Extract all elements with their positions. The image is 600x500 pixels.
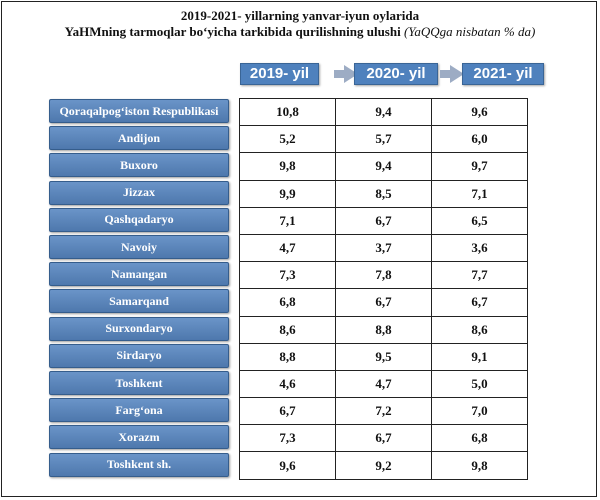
table-cell: 9,4 [335,152,432,181]
table-cell: 6,7 [335,206,432,235]
table-row: 7,1 6,7 6,5 [239,206,528,235]
chart-title-unit: (YaQQga nisbatan % da) [403,24,536,39]
table-row: 9,6 9,2 9,8 [239,451,528,480]
table-row: 8,6 8,8 8,6 [239,315,528,344]
table-cell: 8,5 [335,179,432,208]
region-label: Navoiy [49,235,229,259]
table-cell: 8,6 [431,315,528,344]
region-label: Qashqadaryo [49,207,229,232]
table-cell: 9,2 [335,451,432,480]
table-cell: 7,7 [431,261,528,290]
region-label: Surxondaryo [49,316,229,341]
table-row: 5,2 5,7 6,0 [239,125,528,154]
table-cell: 9,7 [431,152,528,181]
column-header-2021: 2021- yil [462,63,544,85]
table-cell: 7,3 [239,424,336,453]
table-cell: 9,8 [431,451,528,480]
table-cell: 5,0 [431,369,528,399]
column-header-2020: 2020- yil [354,63,438,85]
table-cell: 5,2 [239,125,336,154]
table-row: 9,9 8,5 7,1 [239,179,528,208]
table-row: 9,8 9,4 9,7 [239,152,528,181]
table-cell: 7,1 [239,206,336,235]
table-row: 7,3 6,7 6,8 [239,424,528,453]
table-row: 7,3 7,8 7,7 [239,261,528,290]
region-label: Sirdaryo [49,343,229,368]
table-cell: 10,8 [239,97,336,127]
table-cell: 6,7 [239,397,336,426]
table-cell: 9,5 [335,342,432,371]
table-cell: 7,3 [239,261,336,290]
table-row: 6,7 7,2 7,0 [239,397,528,426]
table-row: 10,8 9,4 9,6 [239,97,528,127]
column-header-2019: 2019- yil [240,63,319,85]
table-cell: 3,7 [335,233,432,263]
table-cell: 6,8 [239,288,336,317]
table-cell: 9,8 [239,152,336,181]
chart-title-line1: 2019-2021- yillarning yanvar-iyun oylari… [180,8,420,23]
region-label: Samarqand [49,289,229,314]
chart-title-main: YaHMning tarmoqlar bo‘yicha tarkibida qu… [64,24,401,39]
table-cell: 3,6 [431,233,528,263]
table-cell: 7,2 [335,397,432,426]
table-cell: 6,8 [431,424,528,453]
table-cell: 6,0 [431,125,528,154]
region-label: Buxoro [49,153,229,178]
table-cell: 4,6 [239,369,336,399]
table-cell: 7,0 [431,397,528,426]
table-cell: 4,7 [239,233,336,263]
chart-title-line2: YaHMning tarmoqlar bo‘yicha tarkibida qu… [2,24,598,40]
table-row: 6,8 6,7 6,7 [239,288,528,317]
table-row: 8,8 9,5 9,1 [239,342,528,371]
table-cell: 9,6 [431,97,528,127]
table-cell: 7,8 [335,261,432,290]
data-table: 10,8 9,4 9,6 5,2 5,7 6,0 9,8 9,4 9,7 9,9 8,5 7,1 7,1… [239,97,528,480]
table-cell: 8,8 [239,342,336,371]
table-cell: 9,6 [239,451,336,480]
table-cell: 6,5 [431,206,528,235]
region-label: Andijon [49,126,229,151]
region-label: Farg‘ona [49,398,229,423]
table-cell: 6,7 [431,288,528,317]
table-cell: 6,7 [335,288,432,317]
region-label: Xorazm [49,425,229,450]
table-cell: 4,7 [335,369,432,399]
region-label: Toshkent sh. [49,452,229,477]
region-label: Toshkent [49,371,229,395]
table-cell: 9,4 [335,97,432,127]
table-row: 4,6 4,7 5,0 [239,369,528,399]
region-label: Qoraqalpog‘iston Respublikasi [49,99,229,123]
arrow-right-icon [440,65,464,83]
table-cell: 5,7 [335,125,432,154]
table-cell: 9,9 [239,179,336,208]
table-cell: 9,1 [431,342,528,371]
table-cell: 8,6 [239,315,336,344]
table-cell: 7,1 [431,179,528,208]
region-label: Jizzax [49,180,229,205]
table-cell: 8,8 [335,315,432,344]
region-label: Namangan [49,262,229,287]
table-cell: 6,7 [335,424,432,453]
table-row: 4,7 3,7 3,6 [239,233,528,263]
